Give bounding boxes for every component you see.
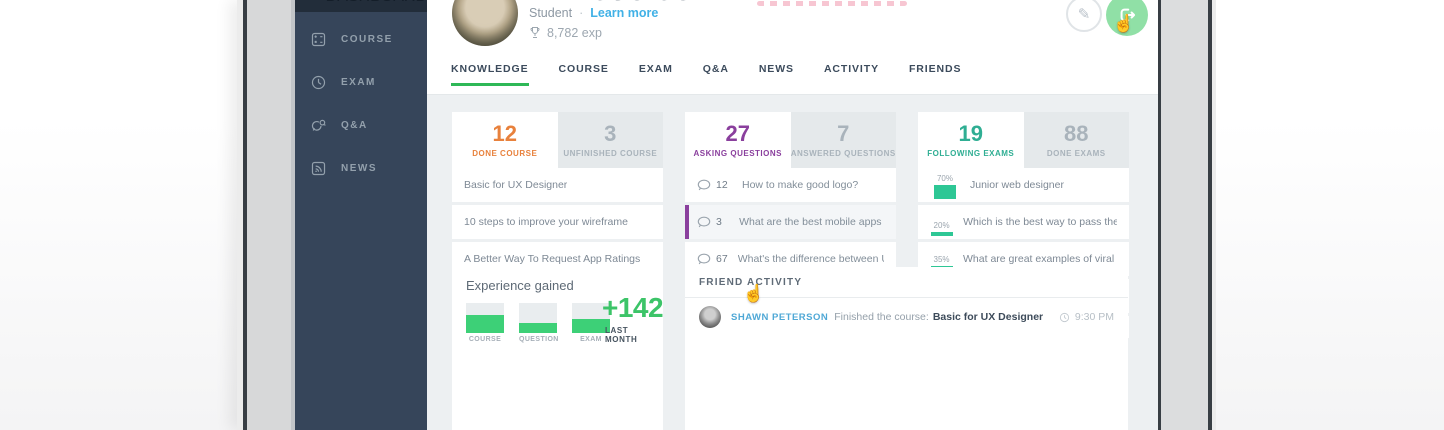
device-frame-left [237,0,295,430]
exp-value: 8,782 exp [547,26,602,40]
tab-knowledge[interactable]: KNOWLEDGE [451,63,529,86]
experience-title: Experience gained [466,278,574,293]
question-list-item[interactable]: 12 How to make good logo? [685,168,896,202]
profile-role: Student [529,6,573,20]
tab-course[interactable]: COURSE [558,63,609,75]
unfinished-course-tab[interactable]: 3 UNFINISHED COURSE [557,112,663,168]
friend-avatar [699,306,721,328]
experience-delta-label: LAST MONTH [605,326,638,344]
exam-progress-bar [934,185,956,199]
clock-icon [311,75,326,90]
course-list-item[interactable]: Basic for UX Designer [452,168,663,202]
experience-bar-exam: EXAM [572,303,610,343]
experience-bar-course: COURSE [466,303,504,343]
profile-tabs: KNOWLEDGE COURSE EXAM Q&A NEWS ACTIVITY … [451,63,962,86]
question-list-item-selected[interactable]: 3 What are the best mobile apps for ... [685,205,896,239]
profile-header: MARCUS COLE Student · Learn more 8,782 e… [427,0,1158,95]
done-exams-label: DONE EXAMS [1046,149,1106,158]
profile-name-decoration [757,1,907,6]
activity-time: 9:30 PM [1074,311,1114,323]
comment-bubble-icon [697,179,711,191]
unfinished-course-count: 3 [604,121,617,146]
sign-in-button[interactable] [1106,0,1148,36]
profile-avatar[interactable] [452,0,518,46]
login-arrow-icon [1120,8,1136,22]
app-screen: DASHBOARD COURSE EXAM [295,0,1158,430]
friend-activity-item[interactable]: SHAWN PETERSON Finished the course: Basi… [685,298,1128,336]
exam-list-item[interactable]: 70% Junior web designer [918,168,1129,202]
exam-list-item[interactable]: 20% Which is the best way to pass the PM… [918,205,1129,239]
edit-profile-button[interactable]: ✎ [1066,0,1102,32]
device-frame-right [1158,0,1220,430]
sidebar-item-label: NEWS [341,163,377,174]
friend-activity-card: FRIEND ACTIVITY SHAWN PETERSON Finished … [685,267,1128,430]
exp-trophy-icon [530,27,540,38]
sidebar-item-exam[interactable]: EXAM [295,61,427,104]
sidebar-item-label: COURSE [341,34,393,45]
chat-bubbles-icon [311,119,326,131]
answered-questions-tab[interactable]: 7 ANSWERED QUESTIONS [790,112,896,168]
news-feed-icon [311,161,326,176]
tab-news[interactable]: NEWS [758,63,794,75]
learn-more-link[interactable]: Learn more [590,6,659,20]
sidebar-item-label: EXAM [341,77,376,88]
answered-questions-label: ANSWERED QUESTIONS [790,149,896,158]
sidebar-item-dashboard[interactable]: DASHBOARD [295,0,427,12]
pencil-icon: ✎ [1077,6,1091,23]
done-exams-tab[interactable]: 88 DONE EXAMS [1023,112,1129,168]
sidebar-item-label: DASHBOARD [326,0,427,6]
unfinished-course-label: UNFINISHED COURSE [563,149,658,158]
comment-bubble-icon [697,216,711,228]
following-exams-tab[interactable]: 19 FOLLOWING EXAMS [918,112,1024,168]
bar-fill [466,315,504,333]
sidebar-item-qa[interactable]: Q&A [295,104,427,147]
friend-activity-title: FRIEND ACTIVITY [685,267,1128,298]
sidebar-item-course[interactable]: COURSE [295,18,427,61]
asking-questions-tab[interactable]: 27 ASKING QUESTIONS [685,112,791,168]
bar-fill [572,319,610,333]
done-course-label: DONE COURSE [472,149,538,158]
course-list-item[interactable]: 10 steps to improve your wireframe [452,205,663,239]
asking-questions-count: 27 [725,121,750,146]
asking-questions-label: ASKING QUESTIONS [693,149,782,158]
bar-fill [519,323,557,333]
done-exams-count: 88 [1064,121,1089,146]
comment-bubble-icon [697,253,711,265]
tab-activity[interactable]: ACTIVITY [823,63,879,75]
separator-dot: · [579,6,584,20]
answered-questions-count: 7 [837,121,850,146]
experience-gained-card: Experience gained COURSE QUESTION EXAM +… [452,267,664,430]
done-course-count: 12 [492,121,517,146]
tab-exam[interactable]: EXAM [638,63,673,75]
exam-progress-bar [930,232,953,236]
sidebar: DASHBOARD COURSE EXAM [295,0,427,430]
tab-qa[interactable]: Q&A [702,63,729,75]
dashboard-icon [310,0,312,5]
following-exams-count: 19 [958,121,983,146]
course-grid-icon [311,32,326,47]
sidebar-item-label: Q&A [341,120,368,131]
sidebar-item-news[interactable]: NEWS [295,147,427,190]
time-clock-icon [1059,312,1069,322]
content-area: MARCUS COLE Student · Learn more 8,782 e… [427,0,1158,430]
tab-friends[interactable]: FRIENDS [908,63,962,75]
friend-name-link[interactable]: SHAWN PETERSON [731,311,829,323]
experience-bar-question: QUESTION [519,303,558,343]
done-course-tab[interactable]: 12 DONE COURSE [452,112,558,168]
experience-delta: +142 [602,292,664,323]
profile-name: MARCUS COLE [529,0,728,6]
following-exams-label: FOLLOWING EXAMS [927,149,1015,158]
